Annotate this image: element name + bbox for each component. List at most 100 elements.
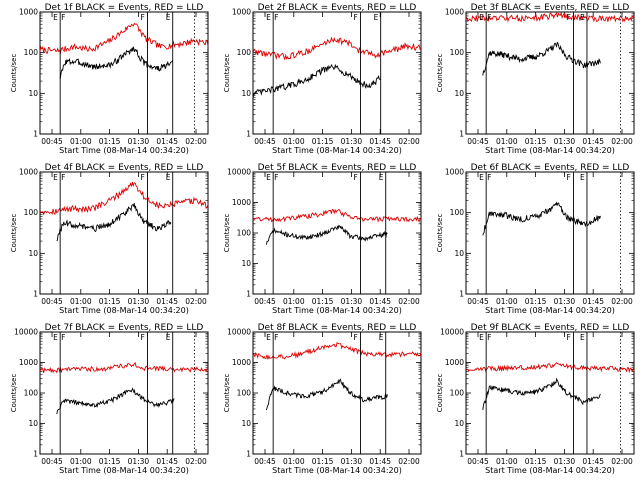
x-tick-label: 02:00 xyxy=(398,457,420,466)
y-tick-label: 100 xyxy=(450,389,465,398)
panel-title: Det 7f BLACK = Events, RED = LLD xyxy=(45,323,204,333)
lld-series-line xyxy=(39,22,209,55)
plot-frame xyxy=(39,331,209,455)
y-axis-label: Counts/sec xyxy=(436,214,444,253)
x-tick-label: 01:45 xyxy=(156,137,178,146)
x-tick-label: 01:15 xyxy=(99,297,121,306)
x-tick-label: 01:15 xyxy=(312,457,334,466)
y-tick-label: 1 xyxy=(246,290,251,299)
plot-frame xyxy=(39,11,209,135)
x-tick-label: 01:00 xyxy=(283,457,305,466)
x-tick-label: 01:30 xyxy=(341,297,363,306)
x-tick-label: 01:00 xyxy=(283,137,305,146)
events-series-line xyxy=(482,41,601,76)
event-marker-label: F xyxy=(567,333,571,342)
y-tick-label: 1000 xyxy=(232,8,251,17)
panel-title: Det 3f BLACK = Events, RED = LLD xyxy=(471,3,630,13)
x-tick-label: 02:00 xyxy=(398,297,420,306)
events-series-line xyxy=(265,224,388,245)
y-tick-label: 1000 xyxy=(19,8,38,17)
x-tick-label: 01:30 xyxy=(554,457,576,466)
y-axis-label: Counts/sec xyxy=(10,214,18,253)
event-marker-label: E xyxy=(479,13,484,22)
x-axis-label: Start Time (08-Mar-14 00:34:20) xyxy=(485,146,615,155)
event-marker-label: F xyxy=(354,13,358,22)
y-tick-label: 1000 xyxy=(445,358,464,367)
y-tick-label: 1 xyxy=(459,130,464,139)
y-tick-label: 10000 xyxy=(227,168,251,177)
event-marker-label: F xyxy=(141,333,145,342)
y-tick-label: 1 xyxy=(459,450,464,459)
event-marker-label: E xyxy=(166,13,171,22)
y-tick-label: 10 xyxy=(241,419,251,428)
events-series-line xyxy=(252,63,381,97)
x-tick-label: 01:30 xyxy=(128,457,150,466)
plot-frame xyxy=(465,171,635,295)
x-axis-label: Start Time (08-Mar-14 00:34:20) xyxy=(272,146,402,155)
plot-frame xyxy=(465,331,635,455)
event-marker-label: F xyxy=(61,13,65,22)
y-tick-label: 1000 xyxy=(19,168,38,177)
y-axis-label: Counts/sec xyxy=(223,54,231,93)
lld-series-line xyxy=(252,342,422,360)
y-tick-label: 100 xyxy=(450,48,465,57)
y-axis-label: Counts/sec xyxy=(10,54,18,93)
x-tick-label: 00:45 xyxy=(467,457,489,466)
panel-title: Det 1f BLACK = Events, RED = LLD xyxy=(45,3,204,13)
x-tick-label: 00:45 xyxy=(41,297,63,306)
panel-title: Det 9f BLACK = Events, RED = LLD xyxy=(471,323,630,333)
x-tick-label: 02:00 xyxy=(611,137,633,146)
y-tick-label: 100 xyxy=(237,48,252,57)
x-tick-label: 01:45 xyxy=(156,457,178,466)
x-tick-label: 01:15 xyxy=(312,137,334,146)
x-tick-label: 00:45 xyxy=(254,457,276,466)
y-tick-label: 1 xyxy=(246,450,251,459)
x-axis-label: Start Time (08-Mar-14 00:34:20) xyxy=(272,466,402,475)
x-tick-label: 01:15 xyxy=(525,137,547,146)
event-marker-label: F xyxy=(274,333,278,342)
x-tick-label: 01:30 xyxy=(341,457,363,466)
events-series-line xyxy=(482,377,601,411)
y-axis-label: Counts/sec xyxy=(223,374,231,413)
x-axis-label: Start Time (08-Mar-14 00:34:20) xyxy=(59,466,189,475)
panel-det-4: Det 4f BLACK = Events, RED = LLD 1 10 100 10… xyxy=(10,163,209,315)
x-tick-label: 01:15 xyxy=(99,457,121,466)
plot-frame xyxy=(39,171,209,295)
y-tick-label: 1000 xyxy=(232,198,251,207)
panel-det-2: Det 2f BLACK = Events, RED = LLD 1 10 100 10… xyxy=(223,3,422,155)
event-marker-label: E xyxy=(580,13,585,22)
event-marker-label: E xyxy=(53,173,58,182)
x-tick-label: 02:00 xyxy=(398,137,420,146)
panel-title: Det 6f BLACK = Events, RED = LLD xyxy=(471,163,630,173)
event-marker-label: E xyxy=(379,333,384,342)
x-tick-label: 02:00 xyxy=(185,457,207,466)
x-axis-label: Start Time (08-Mar-14 00:34:20) xyxy=(272,306,402,315)
y-tick-label: 1000 xyxy=(19,358,38,367)
event-marker-label: E xyxy=(166,333,171,342)
x-tick-label: 00:45 xyxy=(41,457,63,466)
event-marker-label: E xyxy=(374,13,379,22)
plot-frame xyxy=(252,331,422,455)
x-tick-label: 01:30 xyxy=(554,137,576,146)
panel-title: Det 8f BLACK = Events, RED = LLD xyxy=(258,323,417,333)
event-marker-label: E xyxy=(166,173,171,182)
y-tick-label: 10 xyxy=(454,419,464,428)
y-tick-label: 100 xyxy=(450,208,465,217)
y-tick-label: 10000 xyxy=(440,328,464,337)
x-tick-label: 01:15 xyxy=(99,137,121,146)
plot-frame xyxy=(252,11,422,135)
event-marker-label: F xyxy=(141,173,145,182)
event-marker-label: F xyxy=(487,173,491,182)
events-series-line xyxy=(265,378,388,411)
event-marker-label: F xyxy=(487,333,491,342)
event-marker-label: E xyxy=(266,13,271,22)
lld-series-line xyxy=(252,36,422,61)
events-series-line xyxy=(56,387,175,415)
y-tick-label: 1 xyxy=(33,130,38,139)
y-tick-label: 100 xyxy=(237,229,252,238)
y-axis-label: Counts/sec xyxy=(436,374,444,413)
x-tick-label: 01:30 xyxy=(554,297,576,306)
event-marker-label: E xyxy=(479,173,484,182)
panel-title: Det 5f BLACK = Events, RED = LLD xyxy=(258,163,417,173)
